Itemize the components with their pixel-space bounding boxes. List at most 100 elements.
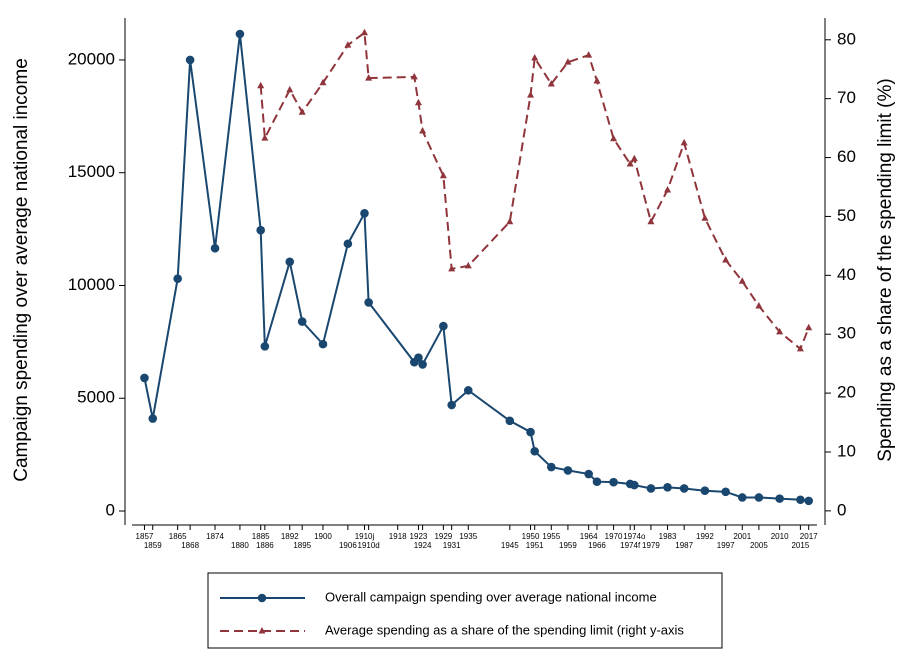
point-marker [410,72,418,80]
point-marker [439,171,447,179]
point-marker [173,274,182,284]
x-tick-label: 1874 [206,532,224,541]
y2-tick-label: 40 [837,265,856,284]
point-marker [185,55,195,65]
point-marker [737,493,747,502]
point-marker [755,301,763,309]
point-marker [364,298,373,307]
point-marker [256,225,265,235]
x-tick-label: 1868 [181,541,199,550]
y2-tick-label: 60 [837,147,856,166]
point-marker [448,264,456,272]
point-marker [564,58,572,65]
x-tick-label: 1923 [410,532,428,541]
point-marker [721,487,730,497]
point-marker [626,160,634,167]
point-marker [148,414,158,423]
x-tick-label: 1955 [542,532,560,541]
point-marker [419,127,427,134]
y2-tick-label: 70 [837,88,856,107]
x-tick-label: 2005 [750,541,768,550]
point-marker [261,134,269,141]
y-tick-label: 0 [106,501,115,520]
point-marker [140,373,149,383]
point-marker [547,79,555,87]
x-tick-label: 1895 [293,541,311,550]
point-marker [796,344,804,352]
point-marker [630,154,638,162]
point-marker [804,496,813,506]
y2-axis-title: Spending as a share of the spending limi… [875,78,896,461]
point-marker [547,462,556,472]
x-tick-label: 1886 [256,541,274,550]
point-marker [592,477,602,486]
point-marker [210,243,220,253]
point-marker [360,28,368,36]
point-marker [610,134,618,142]
y-tick-label: 20000 [68,49,115,68]
y-tick-label: 5000 [77,388,115,407]
x-tick-label: 1906 [339,541,357,550]
point-marker [680,138,688,146]
point-marker [647,217,655,225]
point-marker [530,446,539,456]
x-tick-label: 2001 [733,532,751,541]
x-tick-label: 1929 [434,532,452,541]
point-marker [796,495,805,505]
point-marker [463,386,473,395]
x-tick-label: 1918 [389,532,407,541]
point-marker [464,261,472,269]
x-tick-label: 1979 [642,541,660,550]
point-marker [700,486,710,496]
x-tick-label: 1931 [443,541,461,550]
point-marker [257,81,265,89]
x-tick-label: 1997 [717,541,735,550]
point-marker [414,353,423,362]
x-tick-label: 1859 [144,541,162,550]
point-marker [298,108,306,115]
point-marker [738,277,746,284]
point-marker [701,214,709,221]
x-tick-label: 1966 [588,541,606,550]
point-marker [418,360,427,369]
x-tick-label: 2017 [800,532,818,541]
point-marker [563,466,573,475]
point-marker [360,209,369,218]
point-marker [584,469,593,479]
x-tick-label: 1974f [620,541,641,550]
point-marker [775,494,784,503]
point-marker [235,29,245,39]
x-tick-label: 1970 [605,532,623,541]
point-marker [722,256,730,263]
point-marker [526,427,535,437]
point-marker [754,493,764,502]
point-marker [260,342,270,351]
point-marker [531,54,539,61]
legend-marker [258,627,266,634]
point-marker [344,41,352,48]
point-marker [646,484,656,493]
point-marker [609,477,618,487]
y2-tick-label: 80 [837,29,856,48]
x-tick-label: 1910j [355,532,375,541]
y2-tick-label: 30 [837,324,856,343]
point-marker [447,400,456,410]
point-marker [414,98,422,106]
point-marker [439,321,448,331]
x-tick-label: 1900 [314,532,332,541]
legend-marker [257,593,267,603]
x-tick-label: 1880 [231,541,249,550]
point-marker [630,480,639,490]
x-tick-label: 1945 [501,541,519,550]
x-tick-label: 1959 [559,541,577,550]
x-tick-label: 1964 [580,532,598,541]
legend-label: Overall campaign spending over average n… [325,589,657,604]
legend-label: Average spending as a share of the spend… [325,622,684,637]
x-tick-label: 1865 [169,532,187,541]
x-tick-label: 1857 [136,532,154,541]
legend-box [207,572,723,649]
point-marker [286,85,294,93]
point-marker [505,416,515,426]
x-tick-label: 1885 [252,532,270,541]
